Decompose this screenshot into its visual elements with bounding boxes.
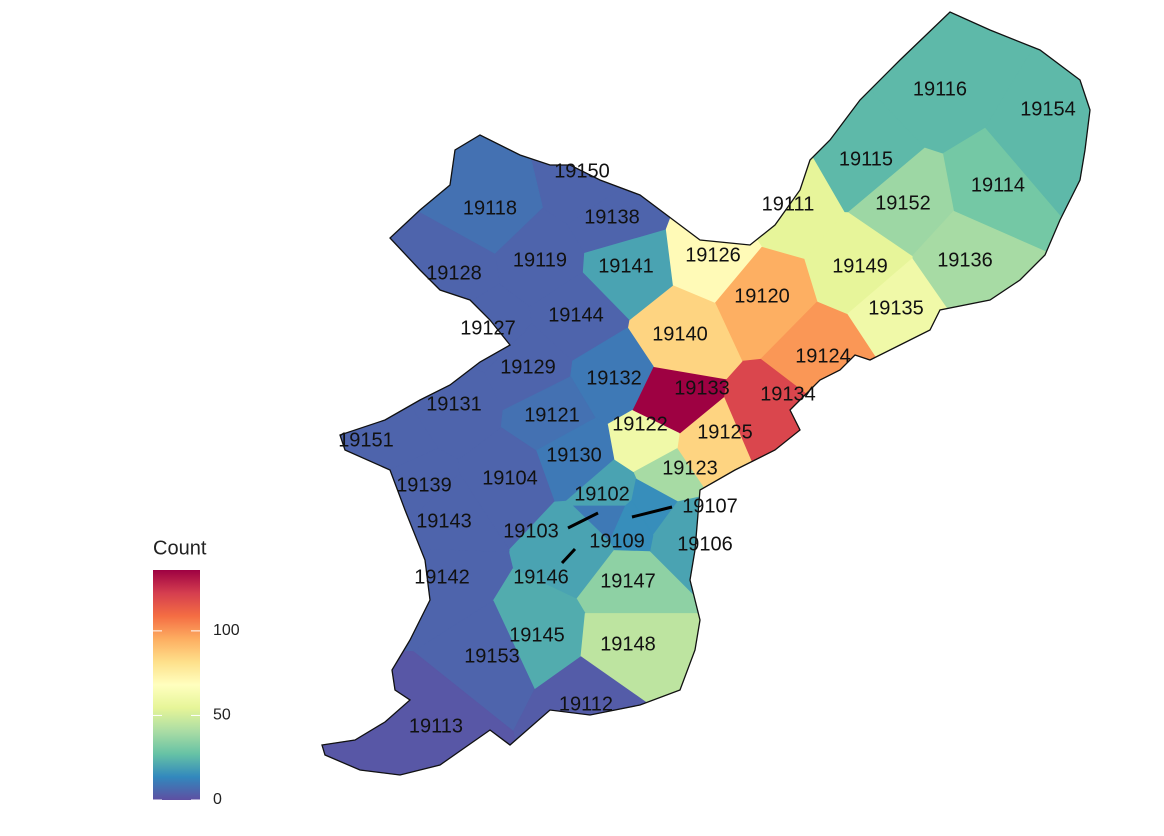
zip-label: 19154	[1020, 98, 1076, 120]
zip-label: 19132	[586, 367, 642, 389]
zip-label: 19125	[697, 421, 753, 443]
legend-tick-label: 100	[213, 622, 240, 639]
zip-label: 19139	[396, 474, 452, 496]
zip-label: 19113	[409, 715, 463, 737]
zip-label: 19121	[524, 404, 580, 426]
zip-label: 19134	[760, 383, 816, 405]
zip-label: 19131	[426, 393, 482, 415]
zip-label: 19109	[589, 530, 645, 552]
leader-line	[567, 511, 599, 530]
zip-label: 19141	[598, 255, 654, 277]
zip-label: 19102	[574, 483, 630, 505]
zip-label: 19114	[971, 174, 1025, 196]
legend-title: Count	[153, 537, 207, 559]
zip-label: 19146	[513, 566, 569, 588]
legend-ticks: 0 50 100	[153, 622, 240, 808]
zip-label: 19152	[875, 192, 931, 214]
zip-label: 19145	[509, 624, 565, 646]
regions	[321, 11, 1091, 776]
zip-label: 19147	[600, 570, 656, 592]
zip-label: 19106	[677, 533, 733, 555]
zip-label: 19135	[868, 297, 924, 319]
zip-label: 19129	[500, 356, 556, 378]
zip-label: 19118	[463, 197, 517, 219]
zip-label: 19103	[503, 520, 559, 542]
legend-tick-label: 50	[213, 707, 231, 724]
zip-label: 19112	[559, 693, 613, 715]
leader-line	[560, 547, 577, 565]
city-outline	[321, 11, 1091, 776]
zip-label: 19138	[584, 206, 640, 228]
legend-tick-label: 0	[213, 791, 222, 808]
zip-label: 19126	[685, 244, 741, 266]
zip-label: 19120	[734, 285, 790, 307]
zip-label: 19144	[548, 304, 604, 326]
zip-label: 19130	[546, 444, 602, 466]
leader-lines	[560, 505, 673, 565]
zip-label: 19107	[682, 495, 738, 517]
zip-label: 19127	[460, 317, 516, 339]
zip-label: 19133	[674, 377, 730, 399]
zip-label: 19124	[795, 345, 851, 367]
zip-label: 19136	[937, 249, 993, 271]
zip-label: 19119	[513, 249, 567, 271]
zip-label: 19151	[338, 429, 394, 451]
zip-label: 19150	[554, 160, 610, 182]
zip-label: 19115	[839, 148, 893, 170]
zip-label: 19143	[416, 510, 472, 532]
zip-label: 19104	[482, 467, 538, 489]
zip-label: 19123	[662, 457, 718, 479]
zip-label: 19149	[832, 255, 888, 277]
labels: 19116 19154 19115 19114 19152 19136 19111 19149…	[338, 78, 1076, 737]
leader-line	[631, 505, 673, 519]
zip-label: 19140	[652, 323, 708, 345]
zip-label: 19122	[612, 413, 668, 435]
zip-label: 19153	[464, 645, 520, 667]
zip-label: 19116	[913, 78, 967, 100]
zip-label: 19111	[762, 193, 815, 215]
colorbar	[153, 570, 200, 800]
zip-label: 19148	[600, 633, 656, 655]
zip-label: 19142	[414, 566, 470, 588]
zip-label: 19128	[426, 262, 482, 284]
